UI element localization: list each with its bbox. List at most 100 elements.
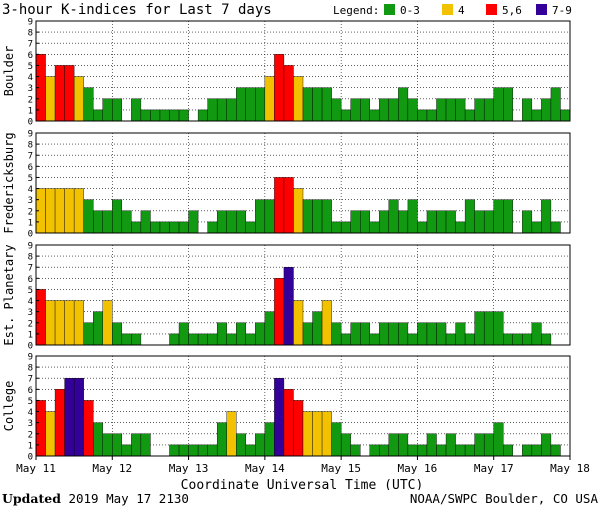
- k-bar: [255, 433, 266, 457]
- y-tick-label: 9: [28, 130, 33, 140]
- k-bar: [388, 433, 399, 457]
- k-bar: [331, 322, 342, 346]
- k-bar: [426, 210, 437, 234]
- k-bar: [417, 221, 428, 234]
- legend-label-4: 7-9: [552, 4, 572, 17]
- y-tick-label: 6: [28, 51, 33, 61]
- k-bar: [474, 311, 485, 346]
- k-bar: [93, 311, 103, 346]
- k-bar: [255, 87, 266, 122]
- k-bar: [197, 333, 208, 346]
- k-bar: [188, 210, 199, 234]
- k-bar: [407, 333, 418, 346]
- k-bar: [503, 87, 513, 122]
- k-bar: [302, 322, 313, 346]
- k-bar: [531, 444, 542, 457]
- k-bar: [531, 109, 542, 122]
- k-bar: [245, 444, 256, 457]
- k-bar: [112, 322, 123, 346]
- y-tick-label: 4: [28, 408, 33, 418]
- k-bar: [83, 322, 94, 346]
- k-bar: [236, 87, 246, 122]
- k-bar: [178, 109, 189, 122]
- k-bar: [226, 98, 237, 122]
- k-bar: [503, 333, 513, 346]
- y-tick-label: 9: [28, 18, 33, 28]
- k-bar: [360, 98, 370, 122]
- k-bar: [445, 333, 456, 346]
- k-bar: [73, 188, 84, 234]
- k-bar: [197, 444, 208, 457]
- k-bar: [236, 433, 246, 457]
- x-tick-label: May 12: [92, 462, 132, 475]
- k-bar: [493, 199, 504, 234]
- y-tick-label: 8: [28, 141, 33, 151]
- k-bar: [169, 221, 180, 234]
- k-bar: [245, 333, 256, 346]
- k-bar: [207, 98, 218, 122]
- k-bar: [236, 210, 246, 234]
- legend-label-3: 5,6: [502, 4, 522, 17]
- k-bar: [73, 76, 84, 122]
- k-bar: [169, 333, 180, 346]
- k-bar: [340, 333, 351, 346]
- k-bar: [274, 378, 285, 457]
- k-bar: [417, 109, 428, 122]
- k-bar: [264, 76, 275, 122]
- k-bar: [388, 98, 399, 122]
- k-bar: [350, 444, 361, 457]
- k-bar: [293, 188, 304, 234]
- k-bar: [522, 444, 533, 457]
- updated-date: 2019 May 17 2130: [68, 491, 189, 506]
- y-tick-label: 9: [28, 242, 33, 252]
- k-bar: [445, 433, 456, 457]
- k-bar: [379, 444, 390, 457]
- k-bar: [522, 333, 533, 346]
- k-bar: [283, 65, 294, 122]
- k-bar: [226, 411, 237, 457]
- y-tick-label: 3: [28, 196, 33, 206]
- y-tick-label: 0: [28, 118, 33, 128]
- k-bar: [493, 87, 504, 122]
- k-bar: [493, 422, 504, 457]
- k-bar: [255, 322, 266, 346]
- k-bar: [207, 444, 218, 457]
- k-bar: [541, 98, 552, 122]
- k-bar: [35, 289, 46, 346]
- k-bar: [531, 221, 542, 234]
- y-tick-label: 6: [28, 275, 33, 285]
- k-bar: [398, 322, 409, 346]
- y-tick-label: 2: [28, 319, 33, 329]
- k-bar: [455, 98, 466, 122]
- k-bar: [140, 109, 151, 122]
- panel-frame: [35, 355, 571, 457]
- k-bar: [188, 333, 199, 346]
- k-bar: [464, 109, 475, 122]
- legend-swatch-3: [486, 4, 497, 15]
- k-bar: [474, 210, 485, 234]
- k-bar: [331, 422, 342, 457]
- k-bar: [93, 109, 103, 122]
- k-bar: [483, 311, 494, 346]
- k-bar: [83, 87, 94, 122]
- chart-title: 3-hour K-indices for Last 7 days: [2, 2, 272, 18]
- k-bar: [369, 333, 380, 346]
- k-bar: [188, 444, 199, 457]
- y-tick-label: 5: [28, 397, 33, 407]
- y-tick-label: 4: [28, 297, 33, 307]
- k-bar: [140, 210, 151, 234]
- k-bar: [35, 400, 46, 457]
- k-bar: [293, 76, 304, 122]
- k-bar: [64, 300, 75, 346]
- panel-name-2: Fredericksburg: [2, 132, 16, 233]
- y-tick-label: 8: [28, 364, 33, 374]
- k-bar: [245, 221, 256, 234]
- k-bar: [436, 210, 447, 234]
- panel-name-1: Boulder: [2, 46, 16, 97]
- y-tick-label: 2: [28, 95, 33, 105]
- k-bar: [379, 98, 390, 122]
- k-bar: [407, 199, 418, 234]
- k-bar: [131, 221, 142, 234]
- k-bar: [369, 109, 380, 122]
